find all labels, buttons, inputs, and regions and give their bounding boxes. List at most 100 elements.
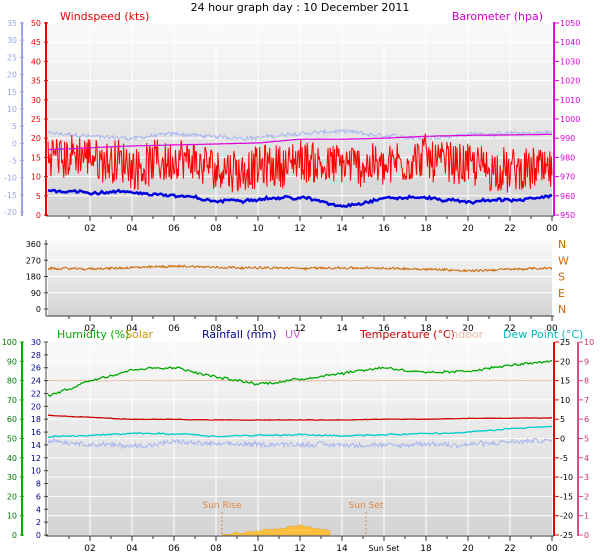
legend-solar: Solar — [125, 328, 154, 341]
climate-x-label: Sun Set — [369, 544, 400, 553]
compass-label: N — [558, 303, 566, 316]
climate-series — [47, 360, 553, 536]
climate-x-axis: 02 04 06 08 10 12 14 Sun Set 18 20 22 00 — [46, 535, 558, 554]
wind-x-label: 04 — [126, 224, 138, 234]
windspeed-average-line — [47, 188, 553, 208]
wind-x-label: 10 — [252, 224, 264, 234]
wind-axis-ticks: 35302520151050-5-10-15-20504540353025201… — [4, 19, 580, 220]
sun-set-label: Sun Set — [349, 501, 384, 511]
dewpoint-axis-label: 10 — [584, 338, 594, 347]
temperature-axis-label: -5 — [560, 454, 568, 463]
wind-series — [47, 128, 553, 208]
rainfall-axis-label: 22 — [31, 389, 41, 398]
direction-x-label: 22 — [504, 324, 515, 334]
climate-x-label: 14 — [336, 544, 348, 554]
wind-x-label: 06 — [168, 224, 180, 234]
outer-temp-axis-label: -5 — [9, 157, 17, 166]
climate-x-label: 02 — [84, 544, 95, 554]
sun-rise-label: Sun Rise — [203, 501, 242, 511]
compass-label: N — [558, 238, 566, 251]
solar-area — [222, 524, 331, 536]
dewpoint-axis-label: 1 — [584, 512, 589, 521]
humidity-axis-label: 20 — [7, 492, 17, 501]
wind-x-axis: 02 04 06 08 10 12 14 16 18 20 22 00 — [46, 215, 558, 234]
rainfall-axis-label: 8 — [36, 480, 41, 489]
dewpoint-axis-label: 5 — [584, 435, 589, 444]
dewpoint-axis-label: 6 — [584, 415, 589, 424]
wind-x-label: 18 — [420, 224, 432, 234]
rainfall-axis-label: 4 — [36, 505, 41, 514]
direction-axis-label: 90 — [31, 289, 41, 298]
compass-label: S — [558, 271, 565, 284]
direction-x-label: 20 — [462, 324, 474, 334]
dewpoint-axis-label: 3 — [584, 473, 589, 482]
direction-x-label: 12 — [294, 324, 305, 334]
outer-temp-axis-label: 15 — [7, 88, 17, 97]
barometer-axis-label: 960 — [560, 192, 575, 201]
direction-axis-label: 270 — [26, 256, 41, 265]
barometer-axis-label: 970 — [560, 173, 575, 182]
rainfall-axis-label: 2 — [36, 518, 41, 527]
windspeed-gust-line — [47, 133, 553, 193]
rainfall-axis-label: 16 — [31, 428, 41, 437]
climate-x-label: 10 — [252, 544, 264, 554]
legend-rainfall: Rainfall (mm) — [202, 328, 276, 341]
temperature-axis-label: 20 — [560, 357, 570, 366]
temperature-axis-label: 10 — [560, 396, 570, 405]
barometer-axis-label: Barometer (hpa) — [452, 10, 543, 23]
direction-x-label: 04 — [126, 324, 138, 334]
climate-x-label: 18 — [420, 544, 432, 554]
barometer-axis-label: 990 — [560, 134, 575, 143]
temperature-axis-label: 5 — [560, 415, 565, 424]
climate-x-label: 04 — [126, 544, 138, 554]
humidity-axis-label: 100 — [2, 338, 17, 347]
climate-legend: Humidity (%) Solar Rainfall (mm) UV Temp… — [57, 328, 583, 341]
barometer-axis-label: 980 — [560, 153, 575, 162]
humidity-axis-label: 70 — [7, 396, 17, 405]
wind-axis-label: 50 — [31, 19, 41, 28]
compass-label: W — [558, 254, 569, 267]
wind-x-label: 22 — [504, 224, 515, 234]
barometer-axis-label: 1050 — [560, 19, 580, 28]
compass-label: E — [558, 287, 565, 300]
rainfall-axis-label: 12 — [31, 454, 41, 463]
rainfall-axis-label: 26 — [31, 364, 41, 373]
wind-axis-label: 0 — [36, 211, 41, 220]
outer-temp-axis-label: 30 — [7, 36, 17, 45]
wind-x-label: 02 — [84, 224, 95, 234]
outer-temp-axis-label: 5 — [12, 122, 17, 131]
wind-axis-label: 30 — [31, 96, 41, 105]
wind-x-label: 14 — [336, 224, 348, 234]
outside-temp-band-line — [47, 437, 553, 450]
climate-x-label: 20 — [462, 544, 474, 554]
rainfall-axis-label: 28 — [31, 351, 41, 360]
barometer-axis-label: 1020 — [560, 77, 580, 86]
outer-temp-axis-label: -20 — [4, 208, 17, 217]
legend-indoor: Indoor — [448, 328, 484, 341]
rainfall-axis-label: 24 — [31, 377, 41, 386]
wind-direction-line — [47, 264, 553, 273]
outer-temp-axis-label: 10 — [7, 105, 17, 114]
direction-grid — [48, 259, 552, 294]
barometer-axis-label: 1030 — [560, 57, 580, 66]
direction-x-axis: 02 04 06 08 10 12 14 16 18 20 22 00 — [46, 315, 558, 334]
legend-humidity: Humidity (%) — [57, 328, 129, 341]
rainfall-axis-label: 18 — [31, 415, 41, 424]
dew-point-line — [47, 425, 553, 439]
climate-x-label: 06 — [168, 544, 180, 554]
graph-title: 24 hour graph day : 10 December 2011 — [191, 1, 410, 14]
direction-axis-label: 0 — [36, 305, 41, 314]
temperature-axis-label: -10 — [560, 473, 573, 482]
direction-axis-label: 360 — [26, 240, 41, 249]
dewpoint-axis-label: 8 — [584, 377, 589, 386]
humidity-line — [47, 360, 553, 397]
humidity-axis-label: 10 — [7, 512, 17, 521]
wind-x-label: 00 — [546, 224, 558, 234]
rainfall-axis-label: 14 — [31, 441, 41, 450]
legend-dew-point: Dew Point (°C) — [503, 328, 583, 341]
climate-x-label: 00 — [546, 544, 558, 554]
dewpoint-axis-label: 9 — [584, 357, 589, 366]
barometer-axis-label: 1000 — [560, 115, 580, 124]
temperature-axis-label: 0 — [560, 435, 565, 444]
